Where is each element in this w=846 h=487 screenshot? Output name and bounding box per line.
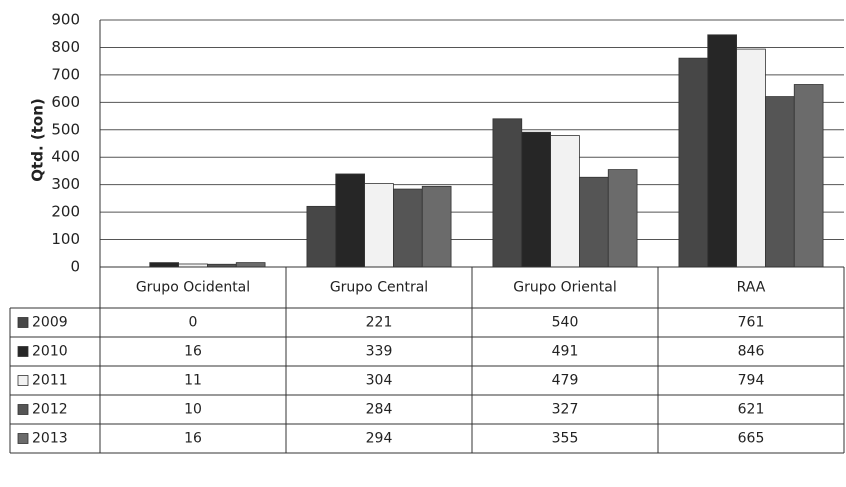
legend-label: 2009: [32, 315, 68, 331]
bar: [579, 176, 609, 268]
bar: [550, 135, 580, 268]
table-value: 491: [552, 344, 579, 360]
y-axis-label: Qtd. (ton): [29, 98, 47, 181]
table-value: 0: [189, 315, 198, 331]
bar: [335, 173, 365, 268]
table-value: 846: [738, 344, 765, 360]
y-tick-label: 800: [51, 38, 80, 56]
y-tick-label: 300: [51, 175, 80, 193]
legend-swatch: [17, 317, 29, 328]
bar: [492, 118, 523, 268]
x-tick-label: Grupo Ocidental: [136, 280, 250, 296]
table-value: 16: [184, 344, 202, 360]
bar: [364, 183, 394, 268]
y-tick-label: 500: [51, 120, 80, 138]
legend-swatch: [17, 404, 29, 415]
bar: [765, 96, 795, 268]
bar: [521, 131, 551, 268]
legend-label: 2010: [32, 344, 68, 360]
y-tick-label: 700: [51, 65, 80, 83]
legend-label: 2013: [32, 431, 68, 447]
bar: [421, 185, 452, 268]
legend-swatch: [17, 375, 29, 386]
x-tick-label: Grupo Central: [330, 280, 428, 296]
table-value: 10: [184, 402, 202, 418]
table-value: 761: [738, 315, 765, 331]
y-tick-label: 400: [51, 148, 80, 166]
y-tick-label: 200: [51, 203, 80, 221]
table-value: 355: [552, 431, 579, 447]
table-value: 327: [552, 402, 579, 418]
legend-swatch: [17, 346, 29, 357]
y-tick-label: 100: [51, 230, 80, 248]
table-value: 665: [738, 431, 765, 447]
table-value: 794: [738, 373, 765, 389]
table-value: 11: [184, 373, 202, 389]
bar: [306, 205, 337, 268]
legend-swatch: [17, 433, 29, 444]
bar: [793, 84, 824, 268]
table-value: 16: [184, 431, 202, 447]
table-value: 294: [366, 431, 393, 447]
table-value: 304: [366, 373, 393, 389]
bar: [149, 262, 179, 268]
bar: [707, 34, 737, 268]
y-tick-label: 600: [51, 93, 80, 111]
bar: [607, 169, 638, 268]
legend-label: 2011: [32, 373, 68, 389]
x-tick-label: RAA: [737, 280, 766, 296]
table-value: 221: [366, 315, 393, 331]
table-value: 621: [738, 402, 765, 418]
x-tick-label: Grupo Oriental: [513, 280, 617, 296]
table-value: 284: [366, 402, 393, 418]
bar: [678, 57, 709, 268]
y-tick-label: 0: [70, 258, 80, 276]
bar: [235, 262, 266, 268]
table-value: 339: [366, 344, 393, 360]
bar: [736, 48, 766, 268]
y-tick-label: 900: [51, 11, 80, 29]
legend-label: 2012: [32, 402, 68, 418]
table-value: 479: [552, 373, 579, 389]
table-value: 540: [552, 315, 579, 331]
bar: [393, 188, 423, 268]
